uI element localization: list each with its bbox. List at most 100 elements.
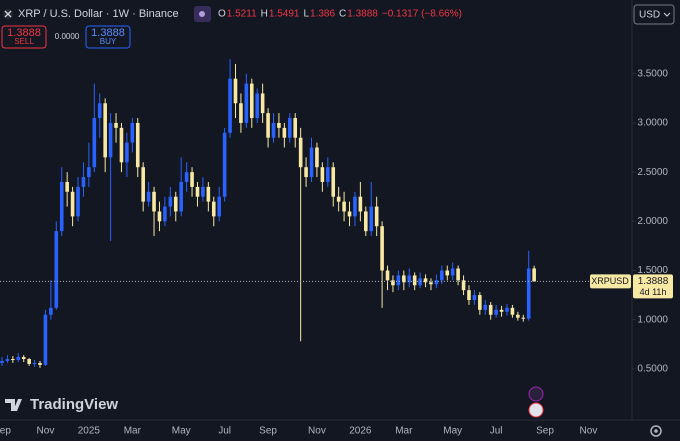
currency-label: USD xyxy=(639,10,660,21)
candle-body xyxy=(38,362,42,365)
price-tag: 1.3888 xyxy=(638,276,669,287)
candle-body xyxy=(298,137,303,168)
candle-body xyxy=(429,282,433,285)
ohlc-letter: C xyxy=(339,9,346,20)
x-tick-label: Jul xyxy=(490,426,503,437)
candle-body xyxy=(412,275,417,286)
candle-body xyxy=(385,270,390,281)
candle-body xyxy=(358,196,363,212)
candle-body xyxy=(70,191,75,217)
candle-body xyxy=(467,290,471,300)
candle-body xyxy=(526,268,531,319)
compare-button[interactable] xyxy=(194,6,211,22)
candle-body xyxy=(271,122,276,138)
x-tick-label: May xyxy=(443,426,462,437)
symbol-title[interactable]: XRP / U.S. Dollar · 1W · Binance xyxy=(18,8,179,20)
candle-body xyxy=(163,206,167,222)
candle-body xyxy=(228,78,232,133)
candle-body xyxy=(108,122,113,158)
candle-body xyxy=(217,196,221,217)
ohlc-value: 1.3888 xyxy=(347,9,378,20)
candle-body xyxy=(168,196,173,207)
candle-body xyxy=(0,360,4,363)
x-tick-label: Mar xyxy=(124,426,142,437)
candle-body xyxy=(450,268,455,276)
candle-body xyxy=(260,93,265,114)
candle-body xyxy=(114,122,118,128)
candle-body xyxy=(59,181,64,232)
candle-body xyxy=(478,295,482,310)
candle-body xyxy=(440,270,444,281)
buy-price: 1.3888 xyxy=(91,27,125,39)
candle-body xyxy=(233,78,238,104)
candle-body xyxy=(374,206,379,227)
candle-body xyxy=(364,211,368,232)
y-tick-label: 3.5000 xyxy=(637,68,668,79)
candle-body xyxy=(532,268,536,282)
candle-body xyxy=(206,186,211,202)
y-tick-label: 1.5000 xyxy=(637,265,668,276)
candle-body xyxy=(201,186,205,197)
candle-body xyxy=(54,231,59,308)
symbol-icon[interactable] xyxy=(3,9,13,19)
candle-body xyxy=(380,226,384,271)
sell-price: 1.3888 xyxy=(7,27,41,39)
x-tick-label: Jul xyxy=(218,426,231,437)
settings-button[interactable] xyxy=(650,425,662,437)
candle-body xyxy=(87,167,91,178)
ohlc-letter: O xyxy=(218,9,226,20)
ohlc-value: 1.5211 xyxy=(227,9,257,20)
x-tick-label: May xyxy=(172,426,191,437)
candle-body xyxy=(119,127,124,163)
candle-body xyxy=(184,172,189,182)
symbol-tag: XRPUSD xyxy=(591,276,629,286)
candle-body xyxy=(130,122,135,143)
candle-body xyxy=(211,201,216,217)
x-tick-label: 2026 xyxy=(349,426,372,437)
candle-body xyxy=(65,181,69,192)
ohlc-value: 1.5491 xyxy=(269,9,300,20)
currency-select[interactable]: USD xyxy=(633,4,675,25)
buy-button[interactable]: 1.3888 BUY xyxy=(85,25,131,49)
candle-body xyxy=(434,280,439,285)
candle-body xyxy=(320,167,325,182)
x-tick-label: 2025 xyxy=(78,426,101,437)
event-icons[interactable] xyxy=(528,386,544,418)
ohlc-letter: L xyxy=(303,9,309,20)
x-tick-label: Nov xyxy=(37,426,55,437)
candle-body xyxy=(315,147,319,168)
spread: 0.0000 xyxy=(55,32,80,41)
candle-body xyxy=(293,118,298,138)
candle-body xyxy=(249,83,254,119)
candle-body xyxy=(510,307,515,315)
candle-body xyxy=(16,357,21,360)
candle-body xyxy=(396,275,401,286)
candle-body xyxy=(347,211,352,217)
candle-body xyxy=(5,359,10,361)
candle-body xyxy=(287,118,292,138)
y-tick-label: 3.0000 xyxy=(637,118,668,129)
candle-body xyxy=(49,307,53,315)
plot-area xyxy=(0,59,632,368)
candle-body xyxy=(239,103,243,123)
candle-body xyxy=(222,132,227,197)
x-tick-label: Nov xyxy=(580,426,598,437)
candle-body xyxy=(97,103,102,119)
candle-body xyxy=(423,278,428,283)
brand-logo[interactable]: TradingView xyxy=(5,396,118,413)
y-tick-label: 0.5000 xyxy=(637,363,668,374)
candle-body xyxy=(472,295,477,300)
symbol-tag-bg xyxy=(590,274,631,289)
candle-body xyxy=(277,122,281,128)
candle-body xyxy=(516,314,520,318)
candle-body xyxy=(391,280,395,286)
candle-body xyxy=(195,186,200,197)
candle-body xyxy=(21,357,26,360)
candle-body xyxy=(179,181,183,212)
sell-button[interactable]: 1.3888 SELL xyxy=(1,25,47,49)
candle-body xyxy=(157,211,162,222)
change-value: −0.1317 (−8.66%) xyxy=(382,9,462,20)
x-tick-label: Sep xyxy=(0,426,11,437)
candle-body xyxy=(402,275,406,283)
